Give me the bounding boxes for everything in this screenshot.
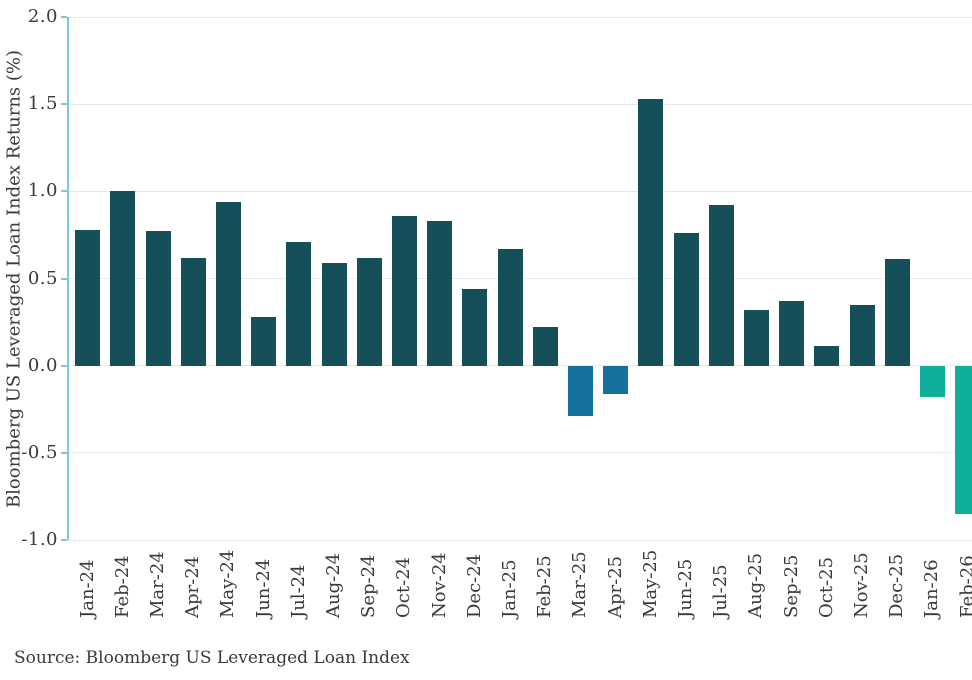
bar-may-25 (638, 98, 664, 366)
bar-jan-24 (75, 229, 101, 366)
bar-mar-25 (567, 365, 593, 417)
x-tick-label: Mar-25 (569, 551, 591, 618)
bar-aug-25 (743, 309, 769, 366)
y-tick-mark (61, 277, 67, 280)
bar-apr-24 (180, 257, 206, 366)
x-tick-label: Feb-24 (111, 555, 133, 618)
x-tick-label: May-25 (639, 549, 661, 618)
y-tick-mark (61, 16, 67, 18)
x-tick-label: Aug-25 (745, 552, 767, 618)
x-tick-label: Jan-25 (499, 559, 520, 618)
grid-line (68, 539, 972, 541)
bar-feb-26 (955, 365, 972, 514)
x-tick-label: Nov-24 (428, 552, 450, 618)
grid-line (68, 190, 972, 192)
y-tick-mark (61, 539, 67, 541)
bar-nov-24 (427, 220, 453, 366)
grid-line (68, 365, 972, 367)
bar-jan-25 (497, 248, 523, 366)
x-tick-label: Aug-24 (323, 552, 344, 618)
y-tick-label: -0.5 (21, 441, 58, 463)
y-tick-label: 2.0 (27, 6, 58, 27)
source-note: Source: Bloomberg US Leveraged Loan Inde… (14, 648, 410, 668)
x-tick-label: Jan-26 (921, 559, 943, 618)
bar-jun-25 (673, 233, 699, 366)
y-tick-label: 0.0 (27, 354, 58, 376)
x-tick-label: Apr-25 (604, 555, 626, 618)
grid-line (68, 103, 972, 105)
bar-sep-24 (356, 257, 382, 366)
grid-line (68, 452, 972, 454)
bar-aug-24 (321, 262, 347, 366)
bar-feb-24 (110, 191, 136, 366)
bar-jul-24 (286, 241, 312, 366)
x-tick-label: Sep-24 (358, 554, 380, 619)
x-tick-label: Dec-24 (463, 553, 485, 618)
bar-jul-25 (708, 205, 734, 366)
bar-oct-25 (814, 346, 840, 366)
x-tick-label: Jun-25 (675, 558, 696, 618)
x-tick-label: Nov-25 (851, 552, 872, 618)
y-axis-spine (67, 17, 69, 540)
bar-may-24 (215, 201, 241, 366)
x-tick-label: Mar-24 (147, 551, 168, 618)
bar-apr-25 (603, 365, 629, 394)
x-tick-label: Apr-24 (182, 555, 204, 618)
y-tick-mark (61, 364, 67, 367)
bar-oct-24 (391, 215, 417, 366)
x-tick-label: Feb-25 (534, 555, 556, 618)
y-tick-label: 1.0 (27, 180, 58, 202)
bar-sep-25 (779, 301, 805, 366)
x-tick-label: Jul-25 (710, 564, 732, 618)
x-tick-label: Oct-24 (393, 556, 415, 618)
y-tick-mark (61, 451, 67, 454)
y-tick-label: 1.5 (27, 93, 58, 115)
bar-nov-25 (849, 304, 875, 366)
grid-line (68, 16, 972, 18)
bar-jun-24 (251, 316, 277, 366)
x-tick-label: Sep-25 (780, 554, 802, 619)
bar-dec-24 (462, 288, 488, 366)
y-tick-mark (61, 103, 67, 106)
x-tick-label: Dec-25 (886, 553, 908, 618)
bar-dec-25 (884, 259, 910, 366)
bar-jan-26 (919, 365, 945, 398)
bar-mar-24 (145, 231, 171, 366)
x-tick-label: Feb-26 (956, 555, 972, 618)
x-tick-label: Jul-24 (287, 564, 309, 618)
x-tick-label: Jun-24 (252, 558, 274, 618)
x-tick-label: Jan-24 (76, 559, 98, 618)
y-tick-label: 0.5 (27, 267, 58, 289)
y-tick-mark (61, 190, 67, 193)
x-tick-label: May-24 (217, 549, 239, 618)
x-tick-label: Oct-25 (815, 556, 837, 618)
bar-feb-25 (532, 327, 558, 366)
y-tick-label: -1.0 (21, 529, 58, 550)
